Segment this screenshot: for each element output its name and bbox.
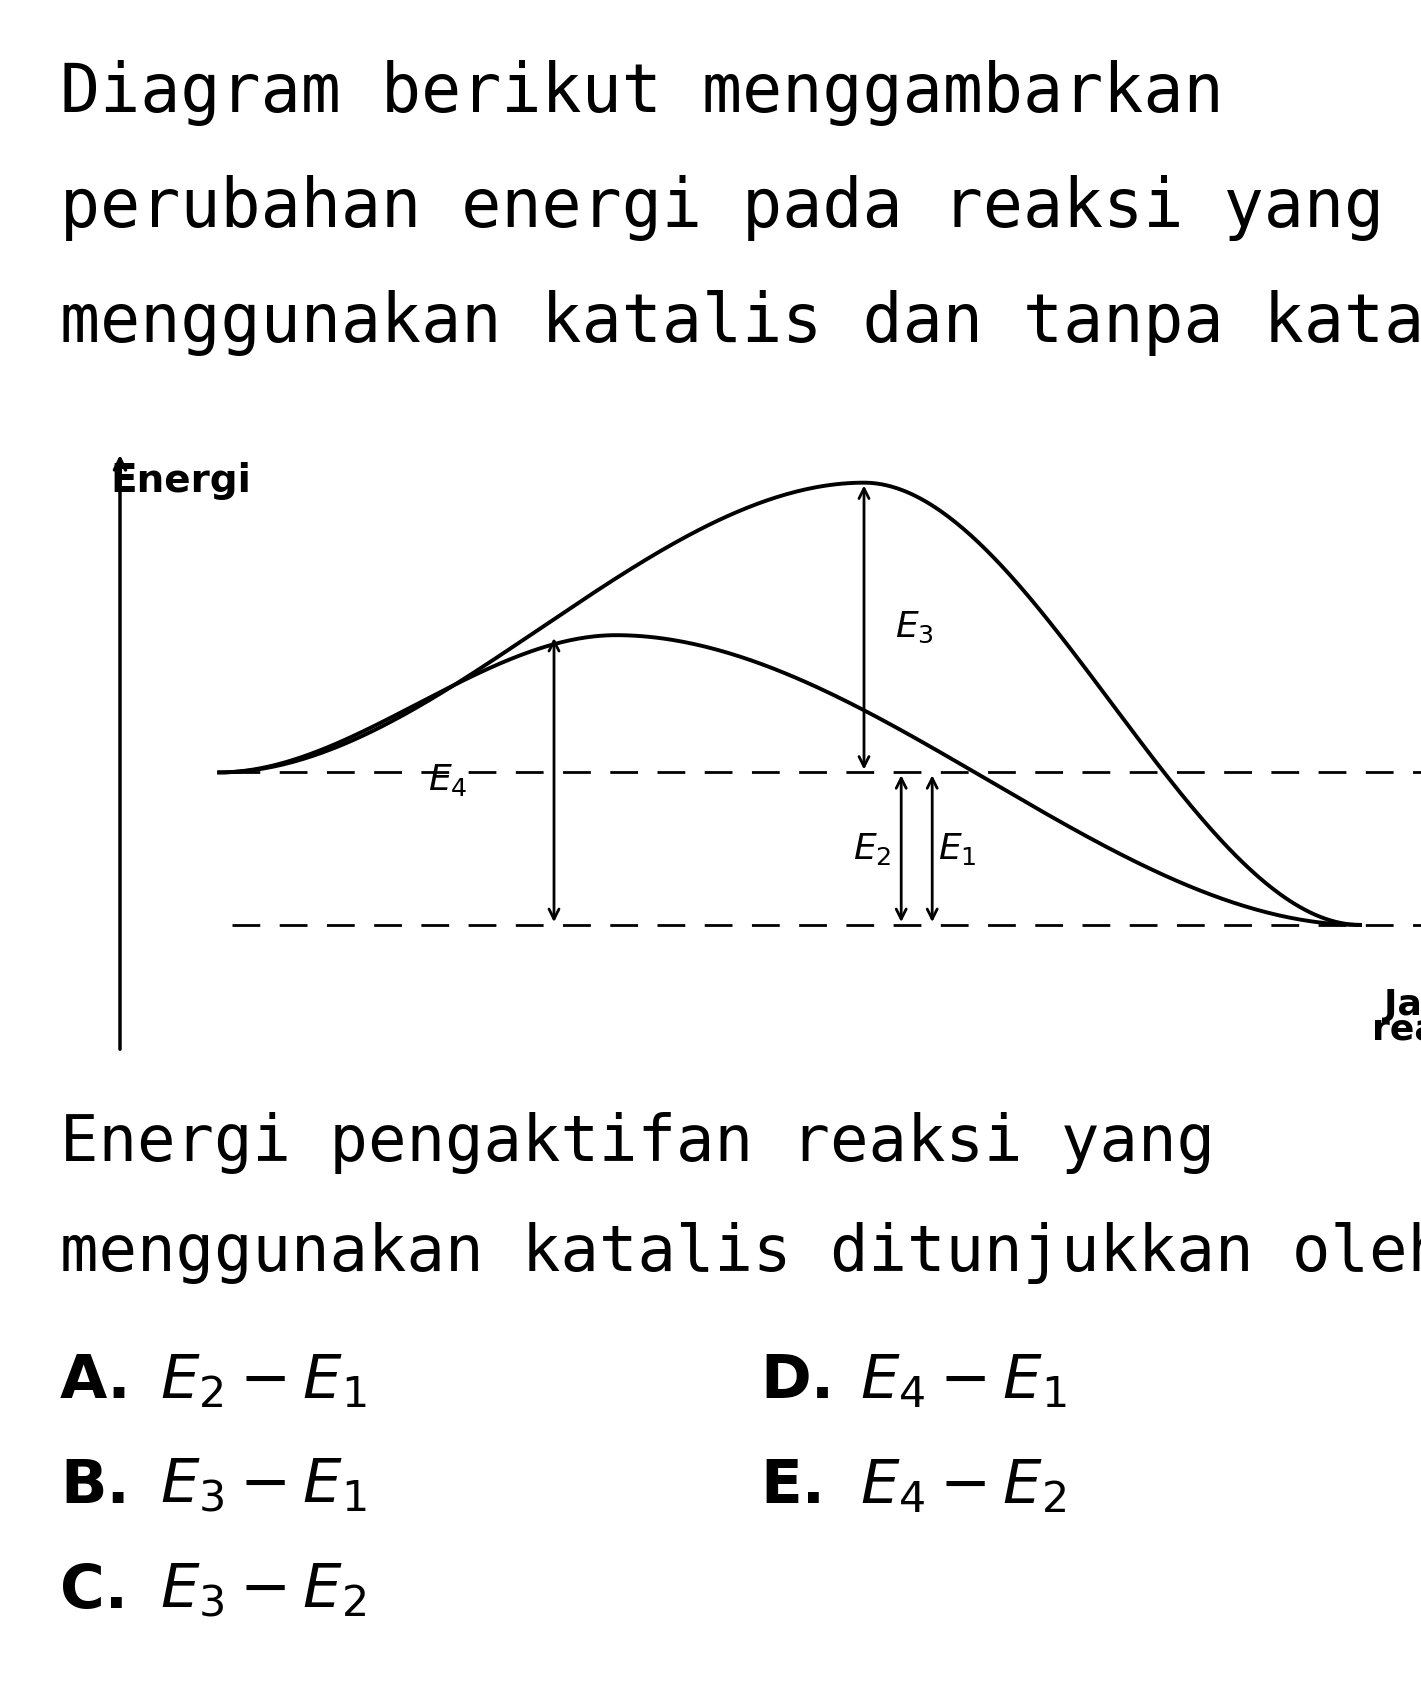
Text: $E_2$: $E_2$ — [853, 831, 891, 866]
Text: Energi pengaktifan reaksi yang: Energi pengaktifan reaksi yang — [60, 1112, 1215, 1174]
Text: $E_2-E_1$: $E_2-E_1$ — [161, 1352, 367, 1411]
Text: perubahan energi pada reaksi yang: perubahan energi pada reaksi yang — [60, 174, 1384, 240]
Text: menggunakan katalis ditunjukkan oleh....: menggunakan katalis ditunjukkan oleh.... — [60, 1222, 1421, 1284]
Text: D.: D. — [760, 1352, 834, 1411]
Text: Diagram berikut menggambarkan: Diagram berikut menggambarkan — [60, 59, 1223, 125]
Text: $E_4$: $E_4$ — [428, 761, 468, 799]
Text: Jalan: Jalan — [1384, 988, 1421, 1022]
Text: $E_4-E_2$: $E_4-E_2$ — [860, 1457, 1066, 1516]
Text: $E_3$: $E_3$ — [895, 609, 934, 645]
Text: $E_1$: $E_1$ — [938, 831, 978, 866]
Text: reaksi: reaksi — [1373, 1014, 1421, 1047]
Text: Energi: Energi — [109, 462, 252, 501]
Text: B.: B. — [60, 1457, 129, 1516]
Text: menggunakan katalis dan tanpa katalis.: menggunakan katalis dan tanpa katalis. — [60, 289, 1421, 355]
Text: E.: E. — [760, 1457, 826, 1516]
Text: C.: C. — [60, 1562, 128, 1621]
Text: A.: A. — [60, 1352, 132, 1411]
Text: $E_4-E_1$: $E_4-E_1$ — [860, 1352, 1067, 1411]
Text: $E_3-E_1$: $E_3-E_1$ — [161, 1457, 367, 1516]
Text: $E_3-E_2$: $E_3-E_2$ — [161, 1562, 367, 1621]
